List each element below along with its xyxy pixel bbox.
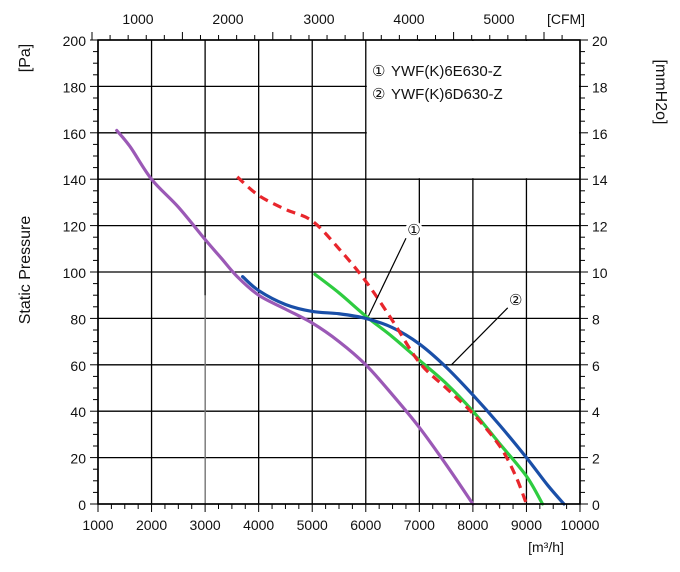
bottom-tick-label-1000: 1000: [82, 517, 113, 533]
left-tick-label-0: 0: [78, 497, 86, 513]
tick-labels: 1000 2000 3000 4000 5000 6000 7000 8000 9000 1000…: [63, 11, 608, 533]
callout-bg-1: [404, 221, 423, 240]
top-tick-label-5000: 5000: [483, 11, 514, 27]
callout-layer: ①②: [367, 221, 525, 366]
right-tick-label-20: 20: [592, 33, 608, 49]
bottom-tick-label-3000: 3000: [190, 517, 221, 533]
callout-leader-1: [367, 237, 407, 317]
bottom-tick-label-2000: 2000: [136, 517, 167, 533]
top-tick-label-2000: 2000: [212, 11, 243, 27]
series-line-3: [241, 275, 566, 506]
callout-leader-2: [451, 307, 509, 366]
right-tick-label-0: 0: [592, 497, 600, 513]
right-tick-label-6: 6: [592, 358, 600, 374]
bottom-tick-label-10000: 10000: [561, 517, 600, 533]
axis-titles: [CFM] [Pa] Static Pressure [mmH2o] [m³/h]: [17, 11, 669, 555]
bottom-tick-label-4000: 4000: [243, 517, 274, 533]
left-tick-label-120: 120: [63, 219, 87, 235]
callout-label-1: ①: [407, 222, 420, 239]
right-tick-label-12: 12: [592, 219, 608, 235]
left-axis-title: Static Pressure: [17, 216, 34, 325]
callout-label-2: ②: [509, 292, 522, 309]
right-tick-label-18: 18: [592, 79, 608, 95]
right-tick-label-4: 4: [592, 404, 600, 420]
right-tick-label-2: 2: [592, 451, 600, 467]
left-tick-label-100: 100: [63, 265, 87, 281]
right-tick-label-8: 8: [592, 311, 600, 327]
left-tick-label-20: 20: [70, 451, 86, 467]
right-tick-label-16: 16: [592, 126, 608, 142]
left-axis-unit: [Pa]: [17, 44, 34, 72]
top-axis-unit: [CFM]: [547, 11, 585, 27]
series-line-2: [313, 272, 545, 506]
bottom-tick-label-9000: 9000: [511, 517, 542, 533]
top-tick-label-4000: 4000: [393, 11, 424, 27]
axes: [90, 32, 588, 512]
right-tick-label-10: 10: [592, 265, 608, 281]
right-tick-label-14: 14: [592, 172, 608, 188]
legend: ① YWF(K)6E630-Z ② YWF(K)6D630-Z: [372, 63, 503, 103]
left-tick-label-160: 160: [63, 126, 87, 142]
top-tick-label-1000: 1000: [122, 11, 153, 27]
bottom-tick-label-6000: 6000: [350, 517, 381, 533]
bottom-tick-label-5000: 5000: [297, 517, 328, 533]
legend-label-1: YWF(K)6E630-Z: [391, 63, 502, 80]
left-tick-label-200: 200: [63, 33, 87, 49]
right-axis-unit: [mmH2o]: [652, 60, 669, 125]
left-tick-label-180: 180: [63, 79, 87, 95]
callout-bg-2: [506, 290, 525, 309]
left-tick-label-40: 40: [70, 404, 86, 420]
top-tick-label-3000: 3000: [303, 11, 334, 27]
series-line-1: [115, 128, 475, 506]
legend-marker-2: ②: [372, 86, 385, 103]
legend-marker-1: ①: [372, 63, 385, 80]
legend-label-2: YWF(K)6D630-Z: [391, 86, 503, 103]
plot-frame: [97, 39, 581, 505]
bottom-tick-label-8000: 8000: [457, 517, 488, 533]
left-tick-label-140: 140: [63, 172, 87, 188]
bottom-axis-unit: [m³/h]: [528, 539, 564, 555]
legend-box: [366, 41, 579, 179]
bottom-tick-label-7000: 7000: [404, 517, 435, 533]
left-tick-label-80: 80: [70, 311, 86, 327]
left-tick-label-60: 60: [70, 358, 86, 374]
series-layer: [115, 128, 566, 506]
